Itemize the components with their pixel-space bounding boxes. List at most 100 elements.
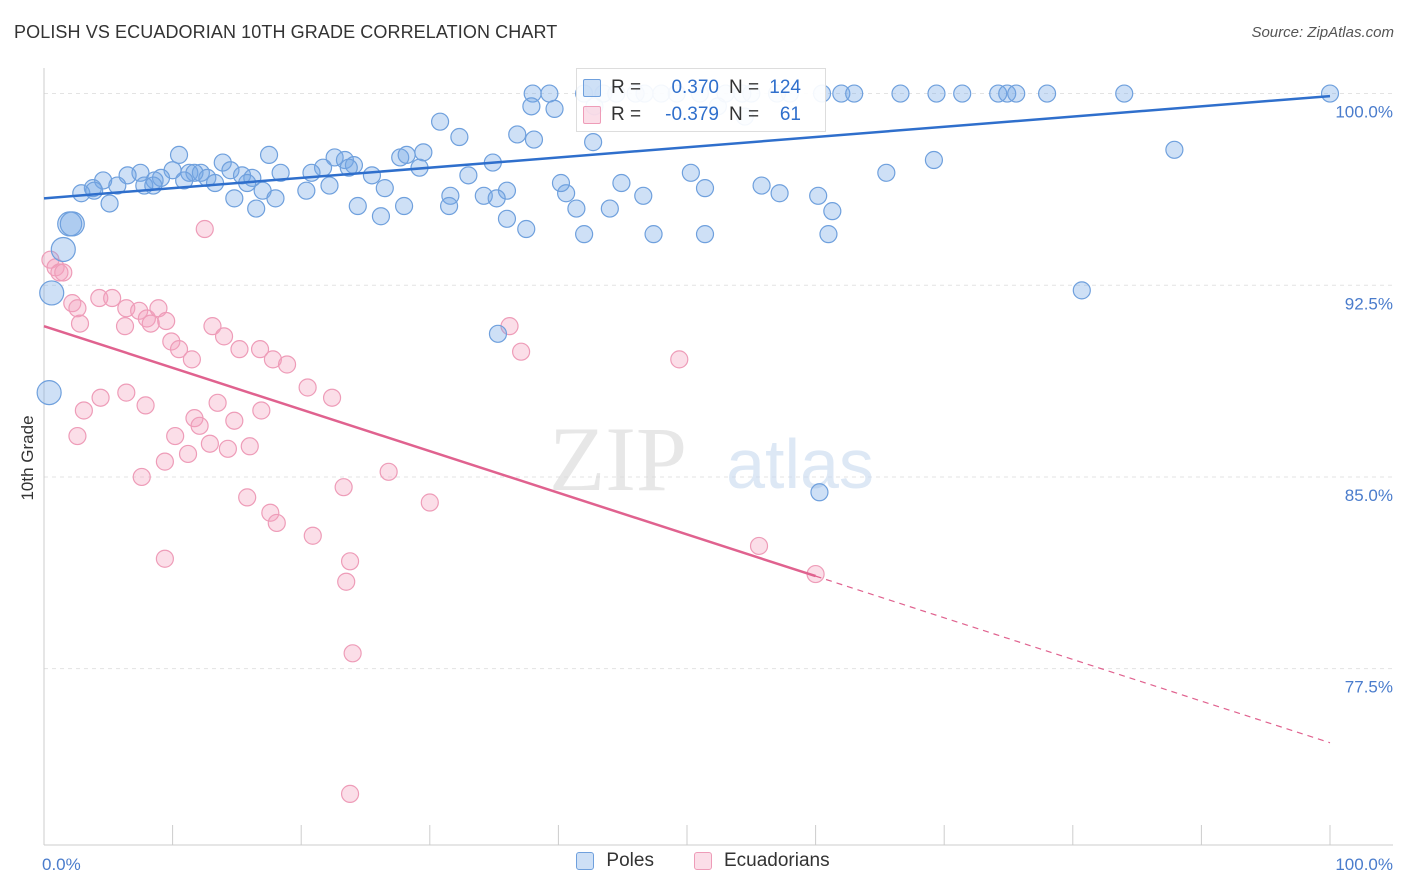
legend-label-ecuadorians: Ecuadorians — [723, 850, 830, 871]
poles-point — [634, 186, 653, 205]
ecuadorians-point — [379, 462, 398, 481]
poles-point — [108, 176, 127, 195]
y-tick-label: 77.5% — [1345, 678, 1393, 697]
poles-point — [39, 280, 65, 306]
poles-point — [205, 173, 225, 193]
poles-point — [266, 189, 285, 208]
ecuadorians-point — [136, 396, 155, 415]
poles-n-label: N = — [729, 77, 760, 98]
ecuadorians-point — [322, 388, 342, 407]
poles-point — [823, 202, 842, 221]
poles-point — [1007, 84, 1026, 103]
poles-point — [1320, 84, 1340, 103]
ecuadorians-point — [267, 513, 286, 533]
ecuadorians-point — [277, 355, 297, 374]
poles-point — [681, 163, 700, 182]
poles-point — [221, 161, 240, 180]
ecuadorians-point — [70, 314, 90, 333]
poles-point — [297, 181, 316, 200]
ecuadorians-point — [91, 388, 110, 407]
watermark-atlas: atlas — [726, 425, 874, 503]
poles-point — [144, 176, 163, 195]
ecuadorians-point — [169, 340, 189, 359]
poles-point — [488, 324, 508, 343]
ecuadorians-point — [238, 488, 257, 507]
tick-labels: 77.5% 85.0% 92.5% 100.0% 0.0% 100.0% — [42, 103, 1393, 874]
ecuadorians-point — [340, 552, 360, 571]
poles-point — [551, 173, 571, 193]
ecuadorians-point — [230, 340, 249, 359]
x-tick-label-max: 100.0% — [1335, 855, 1393, 874]
stats-row-poles: R = 0.370 N = 124 — [577, 75, 825, 101]
poles-point — [545, 99, 564, 118]
poles-point — [271, 163, 290, 182]
ecuadorians-point — [225, 411, 244, 430]
poles-point — [695, 225, 715, 244]
poles-point — [644, 225, 663, 244]
poles-point — [414, 143, 433, 162]
poles-point — [362, 166, 382, 185]
poles-point — [320, 176, 339, 195]
poles-point — [459, 166, 478, 185]
poles-point — [100, 194, 119, 213]
poles-point — [225, 189, 244, 208]
ecuadorians-point — [749, 536, 769, 556]
ecuadorians-point — [63, 294, 82, 313]
ecuadorians-point — [298, 378, 317, 397]
poles-point — [375, 179, 394, 198]
ecuadorians-point — [182, 350, 201, 369]
ecuadorians-swatch — [693, 852, 712, 870]
y-tick-label: 85.0% — [1345, 486, 1393, 505]
ecuadorians-point — [208, 393, 227, 412]
ecuadorians-r-value: -0.379 — [665, 104, 719, 125]
poles-point — [85, 181, 104, 200]
ecuadorians-point — [166, 426, 185, 446]
ecuadorians-trend-extension — [815, 575, 1331, 744]
ecuadorians-point — [420, 493, 439, 512]
poles-point — [517, 219, 536, 239]
ecuadorians-point — [155, 549, 174, 568]
poles-trend-line — [43, 94, 1331, 200]
ecuadorians-point — [250, 340, 270, 359]
legend-item-ecuadorians[interactable]: Ecuadorians — [693, 850, 830, 872]
ecuadorians-point — [200, 434, 219, 453]
poles-point — [59, 211, 85, 237]
poles-point — [1165, 140, 1184, 159]
ecuadorians-point — [334, 478, 353, 497]
ecuadorians-point — [117, 383, 136, 402]
ecuadorians-point — [115, 317, 135, 336]
ecuadorians-point — [337, 572, 356, 591]
poles-point — [819, 225, 838, 244]
poles-point — [394, 196, 414, 216]
ecuadorians-point — [340, 784, 360, 803]
ecuadorians-point — [141, 314, 160, 333]
ecuadorians-n-value: 61 — [779, 104, 801, 125]
ecuadorians-point — [261, 503, 280, 522]
ecuadorians-point — [74, 401, 93, 420]
poles-point — [891, 84, 910, 103]
poles-point — [508, 125, 527, 144]
ecuadorians-stat-swatch — [583, 106, 601, 124]
ecuadorians-point — [512, 342, 531, 361]
poles-point — [845, 84, 864, 103]
ecuadorians-point — [162, 332, 181, 351]
ecuadorians-point — [218, 439, 237, 458]
ecuadorians-point — [68, 426, 87, 446]
ecuadorians-point — [263, 350, 283, 369]
ecuadorians-r-label: R = — [611, 104, 642, 125]
poles-point — [247, 199, 266, 218]
poles-point — [557, 184, 576, 203]
poles-point — [1072, 281, 1091, 300]
legend: Poles Ecuadorians — [0, 850, 1406, 872]
poles-point — [695, 179, 715, 198]
poles-point — [36, 380, 62, 406]
poles-point — [94, 171, 113, 190]
y-tick-label: 100.0% — [1335, 103, 1393, 122]
ecuadorians-point — [195, 219, 214, 239]
poles-point — [348, 196, 367, 216]
ecuadorians-point — [252, 401, 271, 420]
stats-box: R = 0.370 N = 124 R = -0.379 N = 61 — [576, 68, 826, 132]
poles-point — [430, 112, 450, 131]
legend-item-poles[interactable]: Poles — [576, 850, 654, 872]
